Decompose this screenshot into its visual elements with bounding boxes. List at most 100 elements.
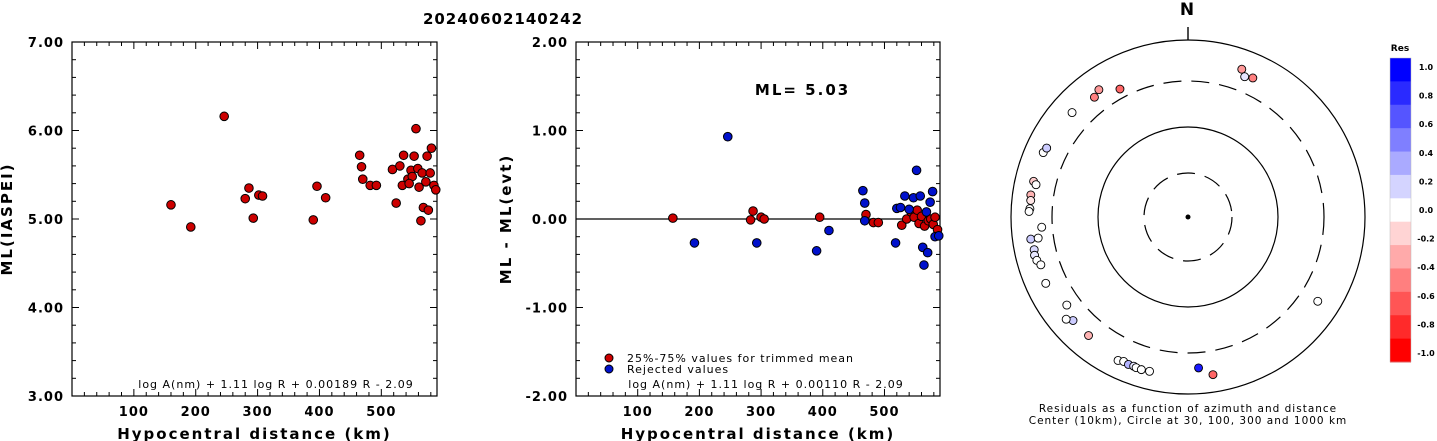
colorbar-tick-label: 0.0: [1419, 206, 1434, 215]
y-tick-label: 3.00: [28, 390, 64, 405]
data-point: [426, 143, 437, 153]
center-marker: [1185, 214, 1191, 220]
data-point: [751, 238, 762, 248]
data-point: [371, 180, 382, 191]
data-point: [859, 198, 870, 208]
data-point: [896, 220, 907, 230]
data-point: [919, 260, 929, 270]
station-point: [1115, 84, 1125, 94]
station-point: [1237, 64, 1247, 74]
colorbar-tick-label: -0.2: [1417, 235, 1435, 244]
colorbar-title: Res: [1391, 44, 1409, 54]
azimuth-residual-polar-plot: N Residuals as a function of azimuth and …: [1010, 0, 1366, 427]
data-point: [811, 246, 822, 256]
x-axis-label: Hypocentral distance (km): [117, 425, 392, 441]
x-tick-label: 200: [181, 405, 211, 420]
x-axis-label: Hypocentral distance (km): [621, 425, 896, 441]
y-tick-label: 6.00: [28, 125, 64, 140]
colorbar-tick-label: 0.4: [1419, 149, 1434, 158]
x-tick-label: 200: [684, 405, 714, 420]
station-point: [1036, 260, 1046, 270]
data-point: [312, 181, 322, 192]
data-point: [748, 206, 758, 216]
station-point: [1062, 300, 1072, 310]
legend-marker: [604, 353, 614, 363]
colorbar-swatch: [1390, 151, 1411, 176]
data-point: [248, 213, 259, 223]
formula-label: log A(nm) + 1.11 log R + 0.00189 R - 2.0…: [138, 378, 413, 391]
colorbar-tick-label: 1.0: [1419, 63, 1434, 72]
colorbar-swatch: [1390, 338, 1411, 363]
data-point: [933, 231, 944, 241]
colorbar-tick-label: -0.4: [1417, 263, 1435, 272]
data-point: [930, 212, 940, 223]
data-point: [824, 225, 834, 236]
station-point: [1026, 234, 1036, 244]
colorbar-swatch: [1390, 81, 1411, 106]
station-point: [1041, 278, 1051, 288]
data-point: [244, 183, 254, 193]
colorbar-tick-label: -1.0: [1417, 349, 1435, 358]
data-point: [320, 192, 331, 203]
data-point: [859, 215, 870, 226]
colorbar-tick-label: 0.6: [1419, 120, 1434, 129]
formula-label: log A(nm) + 1.11 log R + 0.00110 R - 2.0…: [628, 378, 903, 391]
colorbar-swatch: [1390, 291, 1411, 316]
data-point: [354, 150, 365, 161]
data-point: [858, 185, 868, 196]
station-point: [1037, 222, 1047, 232]
colorbar-swatch: [1390, 245, 1411, 269]
station-point: [1248, 73, 1258, 83]
data-point: [422, 151, 432, 161]
data-point: [759, 214, 769, 224]
colorbar-swatch: [1390, 315, 1411, 340]
data-point: [425, 168, 435, 178]
x-tick-label: 400: [808, 405, 838, 420]
x-tick-label: 500: [366, 405, 396, 420]
x-tick-label: 300: [243, 405, 273, 420]
data-point: [689, 238, 700, 248]
station-point: [1089, 92, 1099, 102]
colorbar-swatch: [1390, 174, 1411, 199]
data-point: [398, 150, 409, 161]
station-point: [1024, 206, 1034, 216]
data-point: [240, 193, 251, 204]
data-point: [391, 198, 401, 208]
data-point: [185, 222, 196, 232]
data-point: [430, 184, 441, 195]
y-tick-label: 2.00: [532, 36, 568, 51]
data-point: [814, 212, 825, 223]
data-point: [166, 200, 176, 210]
y-axis-label: ML - ML(evt): [497, 154, 515, 284]
data-point: [668, 213, 678, 223]
colorbar-swatch: [1390, 58, 1411, 82]
data-point: [423, 205, 434, 215]
y-axis-label: ML(IASPEI): [0, 162, 16, 275]
station-point: [1208, 370, 1218, 380]
data-point: [219, 111, 229, 122]
data-point: [904, 204, 914, 215]
data-point: [404, 178, 414, 189]
colorbar-tick-label: -0.6: [1417, 292, 1435, 301]
data-point: [915, 191, 926, 201]
data-point: [922, 247, 933, 258]
station-point: [1240, 72, 1250, 82]
data-point: [308, 215, 319, 225]
north-label: N: [1180, 0, 1196, 20]
data-point: [745, 215, 756, 225]
polar-caption-line2: Center (10km), Circle at 30, 100, 300 an…: [1029, 415, 1348, 427]
polar-caption-line1: Residuals as a function of azimuth and d…: [1039, 403, 1337, 415]
station-point: [1145, 366, 1154, 376]
x-tick-label: 100: [119, 405, 149, 420]
x-tick-label: 400: [304, 405, 334, 420]
figure-title: 20240602140242: [423, 10, 583, 28]
station-point: [1094, 85, 1104, 95]
y-tick-label: -1.00: [526, 302, 568, 317]
data-point: [417, 168, 427, 178]
y-tick-label: 1.00: [532, 125, 568, 140]
colorbar-swatch: [1390, 104, 1411, 129]
data-point: [900, 191, 910, 201]
station-point: [1061, 314, 1071, 324]
legend-label: Rejected values: [627, 363, 729, 376]
distance-ring: [1097, 126, 1279, 308]
